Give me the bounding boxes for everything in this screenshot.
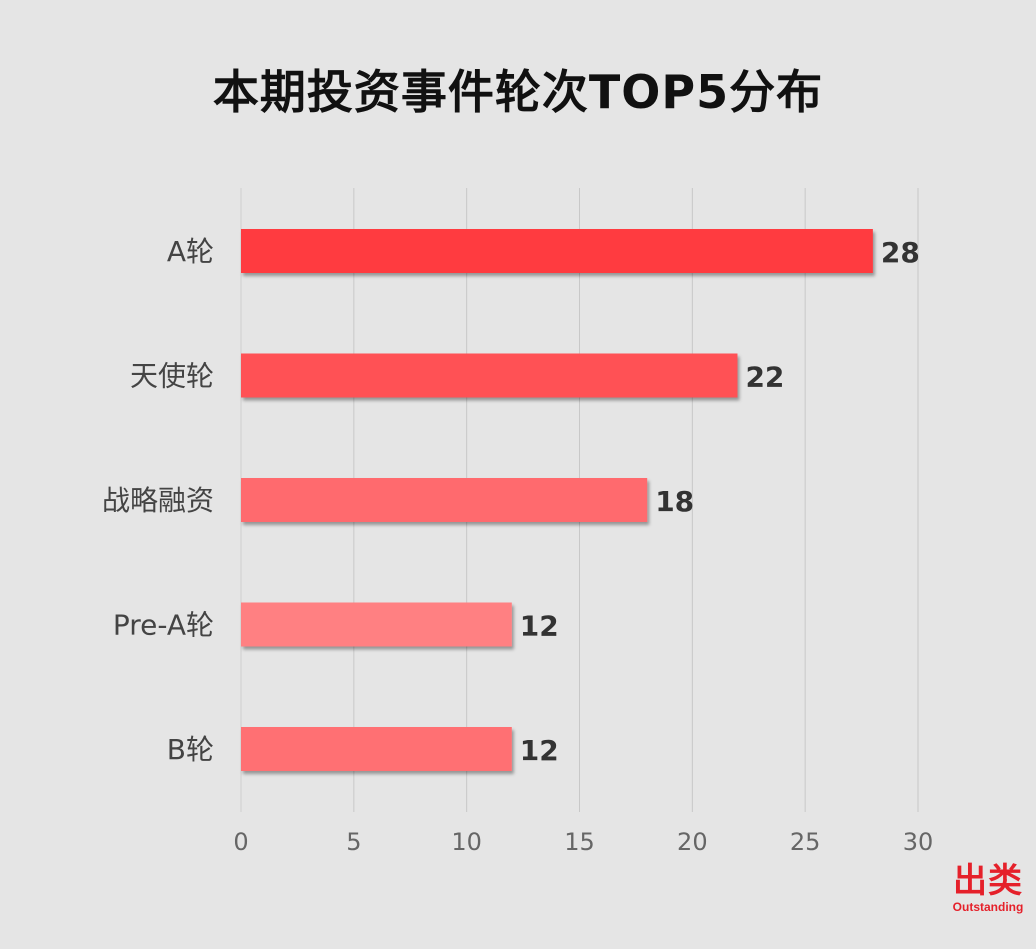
brand-logo-subtext: Outstanding (952, 900, 1024, 914)
x-tick-label: 10 (451, 828, 482, 856)
value-label: 18 (655, 485, 694, 518)
category-label: B轮 (167, 733, 214, 766)
x-tick-label: 25 (790, 828, 821, 856)
x-tick-label: 20 (677, 828, 708, 856)
category-label: A轮 (167, 235, 214, 268)
category-label: Pre-A轮 (113, 609, 214, 642)
x-tick-label: 15 (564, 828, 595, 856)
x-tick-label: 0 (233, 828, 248, 856)
value-label: 28 (881, 236, 920, 269)
x-tick-label: 30 (903, 828, 934, 856)
bar (241, 478, 648, 522)
value-label: 22 (745, 361, 784, 394)
value-label: 12 (520, 610, 559, 643)
bar (241, 727, 512, 771)
category-label: 天使轮 (130, 360, 214, 393)
bar (241, 602, 512, 647)
x-tick-label: 5 (346, 828, 361, 856)
value-label: 12 (520, 734, 559, 767)
chart-title: 本期投资事件轮次TOP5分布 (212, 65, 824, 119)
brand-logo: 出类 Outstanding (944, 862, 1032, 914)
bar (241, 353, 738, 398)
bar (241, 229, 873, 273)
category-label: 战略融资 (102, 484, 214, 517)
brand-logo-text: 出类 (953, 861, 1023, 901)
